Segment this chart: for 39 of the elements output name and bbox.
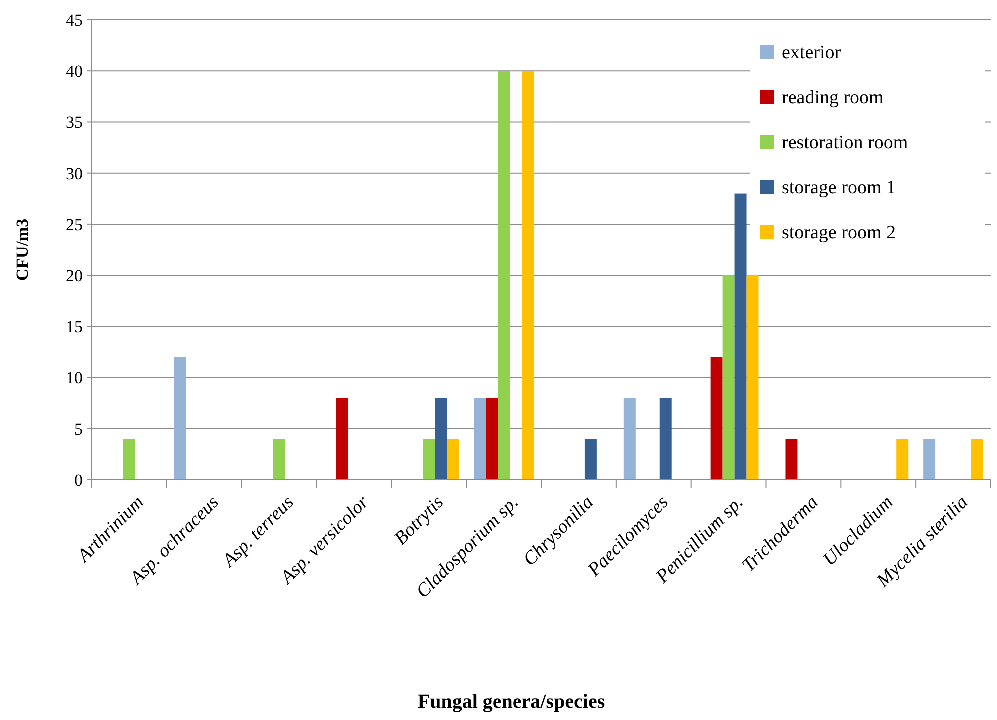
bar bbox=[522, 71, 534, 480]
bar bbox=[660, 398, 672, 480]
bar bbox=[924, 439, 936, 480]
bar bbox=[786, 439, 798, 480]
bar bbox=[746, 276, 759, 480]
bar bbox=[624, 398, 636, 480]
legend-label: storage room 1 bbox=[782, 178, 896, 199]
y-axis-title: CFU/m3 bbox=[13, 218, 32, 282]
legend-label: reading room bbox=[782, 88, 884, 109]
bar bbox=[423, 439, 436, 480]
bar bbox=[486, 398, 498, 480]
bar bbox=[722, 276, 735, 480]
bar bbox=[273, 439, 286, 480]
y-tick-label: 0 bbox=[74, 470, 83, 490]
bar bbox=[435, 398, 448, 480]
bar bbox=[474, 398, 486, 480]
bar bbox=[734, 194, 747, 480]
bar bbox=[336, 398, 348, 480]
y-tick-label: 45 bbox=[66, 10, 83, 30]
bar bbox=[710, 357, 723, 480]
legend-label: restoration room bbox=[782, 132, 908, 154]
legend-label: exterior bbox=[782, 42, 842, 64]
bar bbox=[123, 439, 136, 480]
legend-label: storage room 2 bbox=[782, 222, 896, 244]
bar bbox=[447, 439, 460, 480]
y-tick-label: 20 bbox=[66, 266, 83, 286]
x-axis-title: Fungal genera/species bbox=[418, 691, 606, 713]
y-tick-label: 10 bbox=[66, 368, 83, 388]
y-tick-label: 25 bbox=[66, 215, 83, 234]
y-tick-label: 30 bbox=[66, 164, 83, 184]
bar bbox=[584, 439, 597, 480]
bar bbox=[174, 357, 186, 480]
bar bbox=[972, 439, 984, 480]
bar bbox=[896, 439, 909, 480]
y-tick-label: 15 bbox=[66, 318, 83, 337]
bar bbox=[498, 71, 510, 480]
y-tick-label: 40 bbox=[66, 62, 83, 82]
y-tick-label: 5 bbox=[74, 420, 83, 439]
y-tick-label: 35 bbox=[66, 113, 83, 132]
